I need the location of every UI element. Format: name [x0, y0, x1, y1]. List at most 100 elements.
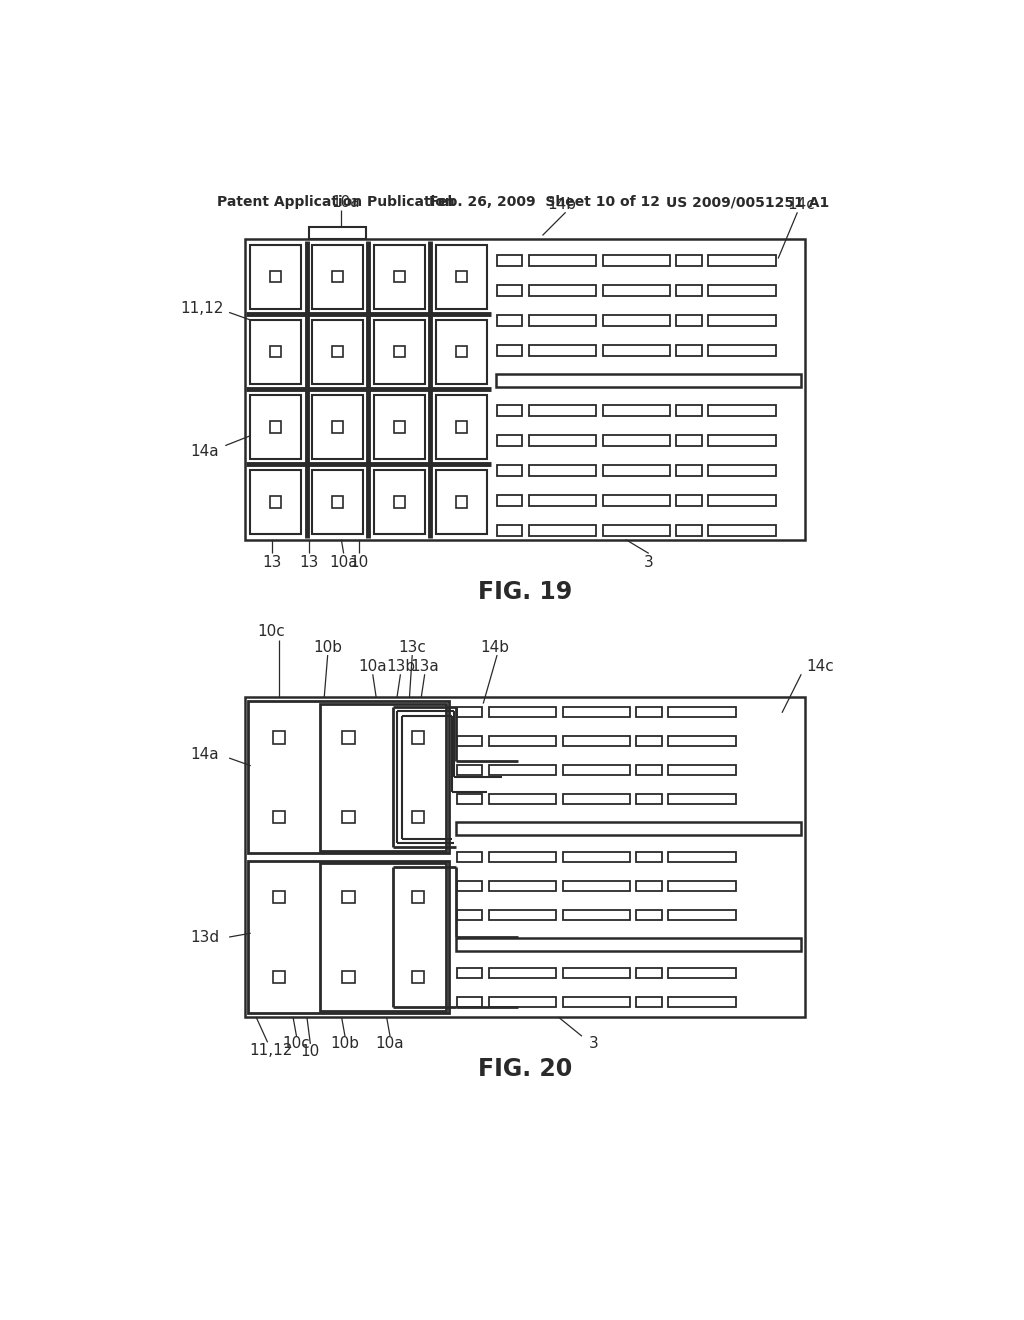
- Bar: [488, 795, 556, 804]
- Bar: [668, 708, 736, 717]
- Bar: [374, 319, 425, 384]
- Bar: [412, 970, 424, 983]
- Bar: [708, 405, 776, 416]
- Bar: [528, 285, 596, 296]
- Bar: [562, 708, 631, 717]
- Bar: [497, 374, 801, 388]
- Text: 10a: 10a: [358, 659, 387, 675]
- Bar: [677, 465, 701, 477]
- Bar: [668, 882, 736, 891]
- Text: FIG. 20: FIG. 20: [477, 1057, 572, 1081]
- Bar: [708, 495, 776, 506]
- Text: 10c: 10c: [258, 624, 286, 639]
- Bar: [562, 911, 631, 920]
- Bar: [668, 998, 736, 1007]
- Bar: [250, 319, 301, 384]
- Bar: [637, 998, 662, 1007]
- Bar: [528, 525, 596, 536]
- Bar: [677, 436, 701, 446]
- Bar: [312, 319, 364, 384]
- Bar: [497, 495, 522, 506]
- Bar: [677, 405, 701, 416]
- Bar: [562, 795, 631, 804]
- Text: 10c: 10c: [283, 1036, 310, 1052]
- Bar: [457, 737, 482, 746]
- Text: 3: 3: [589, 1036, 598, 1052]
- Bar: [308, 227, 367, 239]
- Bar: [602, 345, 671, 356]
- Bar: [412, 810, 424, 824]
- Text: 10b: 10b: [331, 1036, 359, 1052]
- Bar: [637, 853, 662, 862]
- Bar: [436, 470, 487, 535]
- Bar: [456, 271, 467, 282]
- Bar: [497, 405, 522, 416]
- Bar: [457, 708, 482, 717]
- Bar: [668, 969, 736, 978]
- Bar: [602, 285, 671, 296]
- Bar: [342, 970, 354, 983]
- Bar: [497, 285, 522, 296]
- Bar: [602, 525, 671, 536]
- Bar: [562, 853, 631, 862]
- Bar: [677, 255, 701, 265]
- Text: 13c: 13c: [398, 640, 426, 655]
- Bar: [497, 465, 522, 477]
- Text: 11,12: 11,12: [180, 301, 224, 315]
- Bar: [708, 436, 776, 446]
- Text: US 2009/0051251 A1: US 2009/0051251 A1: [666, 195, 829, 210]
- Bar: [497, 345, 522, 356]
- Bar: [319, 863, 446, 1011]
- Text: 10: 10: [349, 556, 369, 570]
- Text: 10a: 10a: [331, 195, 359, 210]
- Text: Patent Application Publication: Patent Application Publication: [217, 195, 455, 210]
- Bar: [270, 496, 282, 508]
- Bar: [562, 882, 631, 891]
- Bar: [637, 766, 662, 775]
- Bar: [273, 810, 286, 824]
- Bar: [374, 244, 425, 309]
- Text: Feb. 26, 2009  Sheet 10 of 12: Feb. 26, 2009 Sheet 10 of 12: [429, 195, 660, 210]
- Bar: [637, 882, 662, 891]
- Bar: [312, 244, 364, 309]
- Bar: [708, 345, 776, 356]
- Bar: [602, 436, 671, 446]
- Bar: [374, 395, 425, 459]
- Bar: [562, 766, 631, 775]
- Bar: [602, 495, 671, 506]
- Bar: [249, 861, 449, 1014]
- Text: 10b: 10b: [313, 640, 342, 655]
- Bar: [457, 998, 482, 1007]
- Bar: [637, 708, 662, 717]
- Text: 10a: 10a: [330, 556, 358, 570]
- Bar: [562, 969, 631, 978]
- Bar: [708, 525, 776, 536]
- Text: FIG. 19: FIG. 19: [477, 579, 572, 605]
- Bar: [497, 525, 522, 536]
- Text: 13: 13: [299, 556, 318, 570]
- Bar: [270, 346, 282, 358]
- Bar: [457, 882, 482, 891]
- Bar: [677, 495, 701, 506]
- Bar: [668, 853, 736, 862]
- Bar: [528, 405, 596, 416]
- Bar: [677, 285, 701, 296]
- Bar: [456, 346, 467, 358]
- Bar: [708, 285, 776, 296]
- Bar: [457, 795, 482, 804]
- Bar: [488, 998, 556, 1007]
- Bar: [677, 345, 701, 356]
- Bar: [332, 421, 343, 433]
- Bar: [273, 970, 286, 983]
- Bar: [488, 853, 556, 862]
- Bar: [412, 731, 424, 743]
- Bar: [342, 731, 354, 743]
- Text: 14c: 14c: [787, 197, 815, 213]
- Bar: [436, 244, 487, 309]
- Text: 14c: 14c: [807, 659, 835, 675]
- Bar: [250, 244, 301, 309]
- Bar: [668, 795, 736, 804]
- Bar: [457, 766, 482, 775]
- Bar: [488, 708, 556, 717]
- Bar: [708, 315, 776, 326]
